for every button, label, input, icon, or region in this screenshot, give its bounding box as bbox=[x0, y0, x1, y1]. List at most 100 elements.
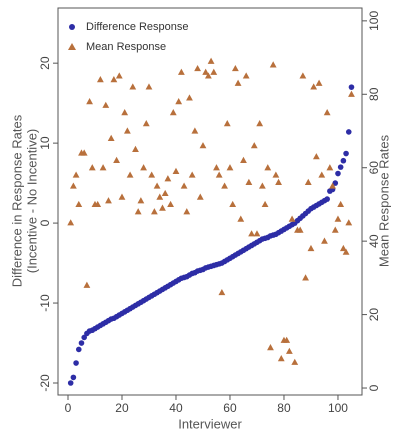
point bbox=[250, 142, 258, 149]
point bbox=[223, 120, 231, 127]
point bbox=[118, 193, 126, 200]
point bbox=[304, 178, 312, 186]
point bbox=[326, 164, 334, 171]
point bbox=[183, 208, 191, 215]
point bbox=[234, 79, 242, 86]
point bbox=[231, 64, 239, 72]
point bbox=[339, 244, 347, 252]
point bbox=[275, 178, 282, 186]
point bbox=[253, 230, 261, 237]
point bbox=[83, 281, 91, 288]
point bbox=[153, 182, 161, 189]
point bbox=[296, 226, 304, 233]
point bbox=[73, 360, 79, 366]
point bbox=[132, 145, 139, 152]
point bbox=[194, 64, 201, 72]
point bbox=[315, 79, 323, 86]
point bbox=[70, 374, 77, 381]
point bbox=[105, 197, 112, 204]
point bbox=[115, 72, 123, 79]
x-tick-label: 80 bbox=[277, 401, 291, 415]
point bbox=[86, 98, 93, 105]
point bbox=[137, 197, 145, 204]
legend-label: Difference Response bbox=[86, 21, 189, 33]
point bbox=[242, 72, 250, 79]
point bbox=[332, 180, 339, 186]
point bbox=[94, 200, 102, 208]
point bbox=[245, 178, 253, 186]
point bbox=[277, 355, 285, 362]
point bbox=[340, 157, 347, 164]
point bbox=[199, 142, 207, 149]
point bbox=[75, 200, 83, 208]
point bbox=[213, 164, 220, 171]
point bbox=[148, 171, 156, 178]
x-tick-label: 60 bbox=[223, 401, 237, 415]
point bbox=[96, 75, 104, 83]
point bbox=[331, 226, 339, 233]
legend-marker bbox=[69, 24, 75, 30]
point bbox=[172, 167, 180, 174]
point bbox=[256, 120, 264, 127]
point bbox=[81, 334, 87, 341]
point bbox=[345, 129, 352, 135]
point bbox=[175, 98, 183, 105]
x-tick-label: 0 bbox=[65, 401, 72, 415]
point bbox=[186, 94, 193, 101]
point bbox=[291, 358, 299, 365]
point bbox=[202, 68, 210, 75]
point bbox=[69, 182, 77, 189]
point bbox=[324, 196, 330, 202]
point bbox=[261, 200, 269, 208]
y2-axis-label: Mean Response Rates bbox=[376, 134, 391, 267]
point bbox=[80, 149, 88, 156]
point bbox=[164, 175, 172, 182]
point bbox=[283, 336, 291, 343]
point bbox=[156, 193, 164, 200]
point bbox=[134, 208, 142, 215]
point bbox=[107, 134, 115, 141]
point bbox=[221, 182, 228, 189]
x-tick-label: 20 bbox=[115, 401, 129, 415]
point bbox=[142, 120, 150, 127]
x-tick-label: 100 bbox=[328, 401, 348, 415]
point bbox=[88, 164, 96, 171]
point bbox=[207, 57, 215, 64]
point bbox=[169, 109, 177, 116]
point bbox=[226, 164, 234, 171]
point bbox=[310, 83, 318, 90]
x-axis-label: Interviewer bbox=[178, 416, 242, 431]
point bbox=[215, 171, 223, 178]
point bbox=[129, 83, 137, 90]
point bbox=[240, 156, 247, 163]
point bbox=[204, 72, 212, 79]
y2-tick-label: 40 bbox=[367, 234, 381, 248]
point bbox=[312, 153, 320, 160]
point bbox=[237, 215, 245, 222]
y-tick-label: -10 bbox=[38, 294, 52, 312]
point bbox=[110, 75, 118, 83]
point bbox=[150, 208, 158, 215]
point bbox=[113, 156, 120, 163]
point bbox=[269, 61, 277, 68]
y-tick-label: -20 bbox=[38, 374, 52, 392]
point bbox=[145, 83, 153, 90]
point bbox=[121, 109, 129, 116]
point bbox=[191, 127, 199, 134]
point bbox=[248, 230, 255, 237]
y2-tick-label: 80 bbox=[367, 87, 381, 101]
point bbox=[210, 68, 218, 75]
point bbox=[264, 164, 272, 171]
point bbox=[177, 68, 185, 75]
point bbox=[321, 237, 328, 244]
point bbox=[99, 164, 107, 171]
x-tick-label: 40 bbox=[169, 401, 183, 415]
legend-label: Mean Response bbox=[86, 41, 166, 53]
y-tick-label: 0 bbox=[38, 219, 52, 226]
y-axis-label: Difference in Response Rates bbox=[9, 114, 24, 287]
y-tick-label: 20 bbox=[38, 56, 52, 70]
point bbox=[126, 171, 134, 178]
y2-tick-label: 0 bbox=[367, 384, 381, 391]
point bbox=[267, 344, 274, 351]
